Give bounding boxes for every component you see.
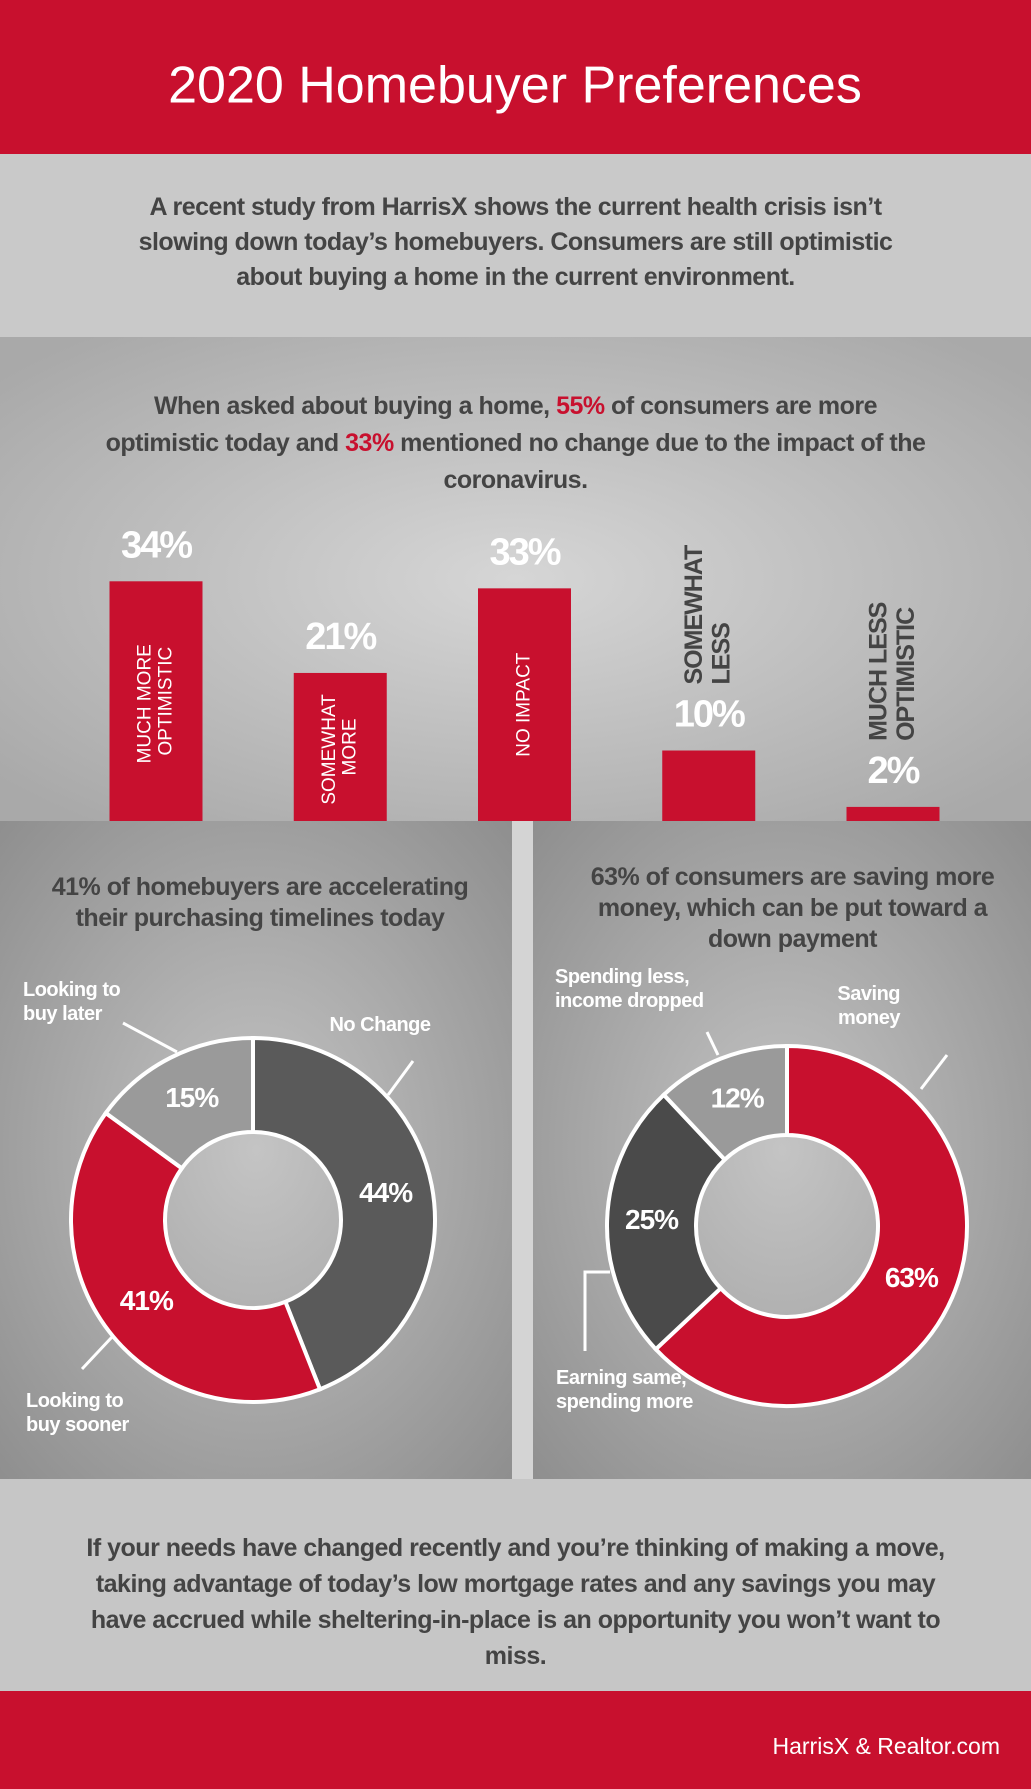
bar-title-part: 55% [556,392,605,420]
donut-segment [69,1110,323,1404]
category-label: No Change [329,1014,431,1036]
bar-title-part: mentioned no change due to the impact of… [393,429,926,494]
donut-segment [251,1035,437,1392]
value-label: 15% [165,1082,219,1113]
value-label: 21% [305,616,376,658]
category-label: MUCH LESS OPTIMISTIC [864,597,920,741]
header-band [0,0,1031,154]
donut-segment [102,1035,255,1172]
value-label: 63% [885,1262,939,1293]
bar-title-part: of consumers are more optimistic today a… [105,392,878,457]
bar-title: When asked about buying a home, 55% of c… [100,388,931,499]
category-label: Earning same, spending more [556,1367,693,1413]
value-label: 25% [625,1204,679,1235]
value-label: 41% [120,1285,174,1316]
closing-band [0,1479,1031,1691]
bar [846,806,940,821]
bar-title-part: When asked about buying a home, [153,392,557,420]
bar [293,672,387,821]
leader-line [583,1270,610,1351]
closing: If your needs have changed recently and … [86,1534,945,1670]
category-label: Spending less, income dropped [555,966,704,1012]
donut-segment [652,1043,969,1408]
donut-segment [660,1043,789,1163]
leader-line [386,1060,415,1096]
category-label: NO IMPACT [514,652,535,757]
value-label: 34% [121,524,192,566]
footer-band [0,1691,1031,1789]
leader-line [122,1021,178,1054]
leader-line [80,1335,114,1371]
category-label: Looking to buy later [23,979,121,1025]
category-label: MUCH MORE OPTIMISTIC [135,639,177,764]
value-label: 2% [868,750,920,792]
intro: A recent study from HarrisX shows the cu… [138,193,893,291]
value-label: 44% [359,1177,413,1208]
category-label: SOMEWHAT LESS [680,540,736,685]
donut-segment [605,1091,728,1353]
leader-line [705,1031,720,1056]
value-label: 12% [711,1082,765,1113]
category-label: SOMEWHAT MORE [319,689,361,804]
bar-title-part: 33% [345,429,394,457]
intro-band [0,154,1031,337]
bar [478,588,571,821]
source: HarrisX & Realtor.com [772,1733,1000,1759]
bar [109,581,203,821]
title: 2020 Homebuyer Preferences [168,57,862,115]
leader-line [919,1054,949,1090]
value-label: 33% [489,531,560,573]
donut-title: 63% of consumers are saving more money, … [590,863,995,953]
value-label: 10% [674,694,745,736]
donut-title: 41% of homebuyers are accelerating their… [51,873,469,932]
category-label: Looking to buy sooner [26,1390,129,1436]
bar [662,750,756,821]
category-label: Saving money [837,983,900,1029]
